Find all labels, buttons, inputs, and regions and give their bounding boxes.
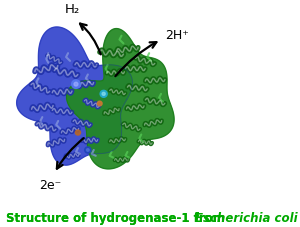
Polygon shape xyxy=(67,29,174,169)
Text: Escherichia coli: Escherichia coli xyxy=(196,212,298,225)
Text: 2H⁺: 2H⁺ xyxy=(165,29,189,42)
Text: Structure of hydrogenase-1 from: Structure of hydrogenase-1 from xyxy=(6,212,229,225)
Text: Structure of hydrogenase-1 from: Structure of hydrogenase-1 from xyxy=(6,212,229,225)
Circle shape xyxy=(85,147,91,153)
Text: H₂: H₂ xyxy=(64,3,80,16)
Circle shape xyxy=(102,92,105,95)
Circle shape xyxy=(97,101,102,106)
Polygon shape xyxy=(17,27,132,165)
Circle shape xyxy=(75,130,80,135)
Circle shape xyxy=(100,90,107,97)
Circle shape xyxy=(74,82,78,86)
Circle shape xyxy=(86,149,89,151)
Circle shape xyxy=(72,80,80,88)
Text: 2e⁻: 2e⁻ xyxy=(39,179,62,192)
